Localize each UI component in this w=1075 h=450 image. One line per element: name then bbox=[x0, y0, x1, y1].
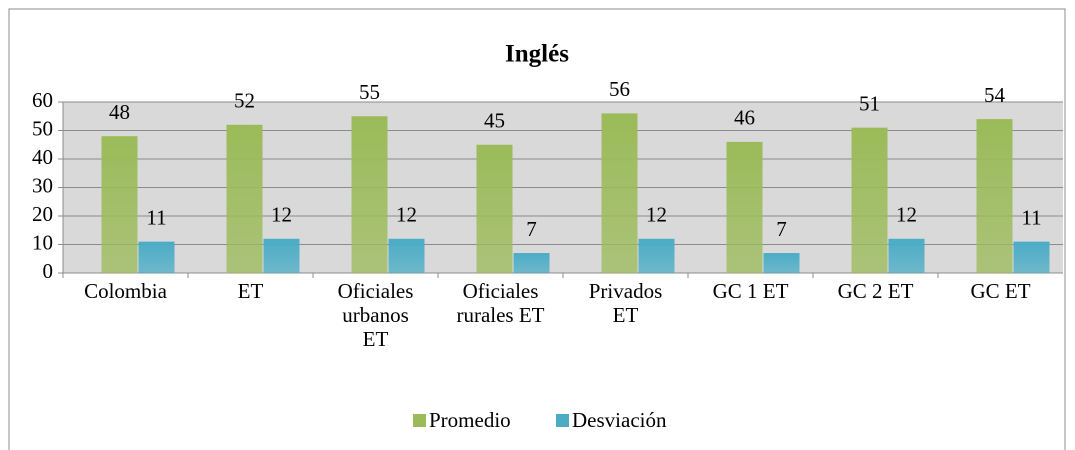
bar bbox=[476, 144, 513, 273]
data-label: 12 bbox=[896, 203, 917, 227]
data-label: 7 bbox=[526, 217, 537, 241]
bar bbox=[138, 241, 175, 273]
y-tick-label: 50 bbox=[32, 116, 53, 140]
x-tick-label: Oficiales urbanos ET bbox=[337, 279, 414, 351]
x-tick-label: Privados ET bbox=[588, 279, 663, 327]
y-tick-label: 0 bbox=[43, 259, 54, 283]
x-tick-label: ET bbox=[237, 279, 264, 303]
data-label: 11 bbox=[1021, 205, 1041, 229]
data-label: 51 bbox=[859, 91, 880, 115]
bar bbox=[851, 127, 888, 274]
y-tick-label: 40 bbox=[32, 145, 53, 169]
legend-label: Desviación bbox=[572, 408, 667, 432]
x-tick-label: Oficiales rurales ET bbox=[456, 279, 545, 327]
data-label: 7 bbox=[776, 217, 787, 241]
data-label: 45 bbox=[484, 109, 505, 133]
legend-item: Desviación bbox=[556, 408, 666, 433]
bar bbox=[976, 119, 1013, 273]
legend-label: Promedio bbox=[429, 408, 511, 432]
bar bbox=[888, 238, 925, 273]
y-tick-label: 10 bbox=[32, 230, 53, 254]
y-tick-label: 20 bbox=[32, 202, 53, 226]
bar bbox=[226, 124, 263, 273]
bar bbox=[1013, 241, 1050, 273]
data-label: 56 bbox=[609, 77, 630, 101]
legend-item: Promedio bbox=[413, 408, 511, 433]
bar bbox=[263, 238, 300, 273]
data-label: 12 bbox=[646, 203, 667, 227]
chart-title: Inglés bbox=[505, 41, 569, 68]
data-label: 12 bbox=[271, 203, 292, 227]
data-label: 46 bbox=[734, 106, 755, 130]
bar bbox=[638, 238, 675, 273]
x-tick-label: GC ET bbox=[970, 279, 1031, 303]
data-label: 52 bbox=[234, 89, 255, 113]
x-tick-label: GC 2 ET bbox=[837, 279, 914, 303]
data-label: 55 bbox=[359, 80, 380, 104]
data-label: 48 bbox=[109, 100, 130, 124]
bar bbox=[726, 141, 763, 273]
data-label: 54 bbox=[984, 83, 1006, 107]
data-label: 12 bbox=[396, 203, 417, 227]
data-label: 11 bbox=[146, 205, 166, 229]
bar bbox=[601, 113, 638, 274]
x-tick-label: GC 1 ET bbox=[712, 279, 789, 303]
bar bbox=[763, 253, 800, 273]
bar bbox=[513, 253, 550, 273]
bar bbox=[388, 238, 425, 273]
bar bbox=[101, 136, 138, 273]
legend-swatch bbox=[413, 414, 426, 427]
y-tick-label: 30 bbox=[32, 173, 53, 197]
x-tick-label: Colombia bbox=[84, 279, 167, 303]
legend-swatch bbox=[556, 414, 569, 427]
chart-frame bbox=[8, 8, 1066, 450]
bar bbox=[351, 116, 388, 273]
y-tick-label: 60 bbox=[32, 88, 53, 112]
